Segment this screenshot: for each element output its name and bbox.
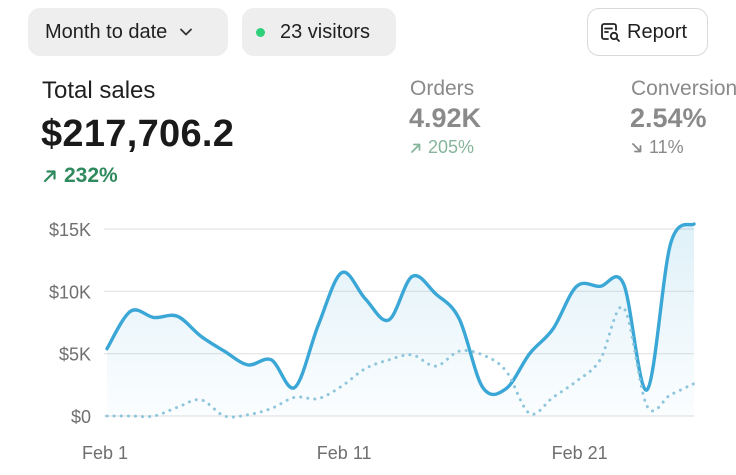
total-sales-change-value: 232% bbox=[64, 164, 118, 187]
arrow-up-right-icon bbox=[43, 170, 56, 183]
chevron-down-icon bbox=[180, 28, 193, 36]
sales-line-current bbox=[105, 222, 696, 397]
sales-line-chart: $0 $5K $10K $15K Feb 1 Feb 11 Feb 21 bbox=[49, 220, 696, 463]
x-tick-label: Feb 1 bbox=[82, 443, 128, 463]
y-tick-label: $5K bbox=[59, 345, 91, 365]
sales-area-fill bbox=[107, 224, 694, 416]
orders-change-value: 205% bbox=[428, 137, 475, 157]
conversion-change: 11% bbox=[631, 137, 684, 158]
report-search-icon bbox=[601, 23, 620, 42]
orders-value: 4.92K bbox=[409, 103, 482, 133]
total-sales-value: $217,706.2 bbox=[41, 113, 235, 155]
y-tick-label: $10K bbox=[49, 282, 91, 302]
conversion-change-value: 11% bbox=[649, 137, 684, 157]
total-sales-change: 232% bbox=[42, 164, 118, 188]
live-dot-icon bbox=[256, 27, 265, 37]
conversion-value: 2.54% bbox=[630, 103, 707, 133]
total-sales-label: Total sales bbox=[42, 77, 156, 104]
arrow-down-right-icon bbox=[632, 142, 642, 152]
orders-change: 205% bbox=[410, 137, 474, 158]
date-range-dropdown[interactable]: Month to date bbox=[28, 8, 228, 56]
x-tick-label: Feb 11 bbox=[317, 443, 372, 463]
arrow-up-right-icon bbox=[411, 143, 421, 153]
visitors-count: 23 visitors bbox=[280, 20, 371, 43]
y-tick-label: $0 bbox=[71, 407, 91, 427]
conversion-label: Conversion bbox=[631, 77, 736, 100]
x-tick-label: Feb 21 bbox=[552, 443, 608, 463]
report-label: Report bbox=[627, 20, 688, 43]
date-range-label: Month to date bbox=[45, 20, 168, 43]
live-visitors-button[interactable]: 23 visitors bbox=[242, 8, 396, 56]
orders-label: Orders bbox=[410, 77, 475, 100]
y-tick-label: $15K bbox=[49, 220, 91, 240]
report-button[interactable]: Report bbox=[587, 8, 708, 56]
